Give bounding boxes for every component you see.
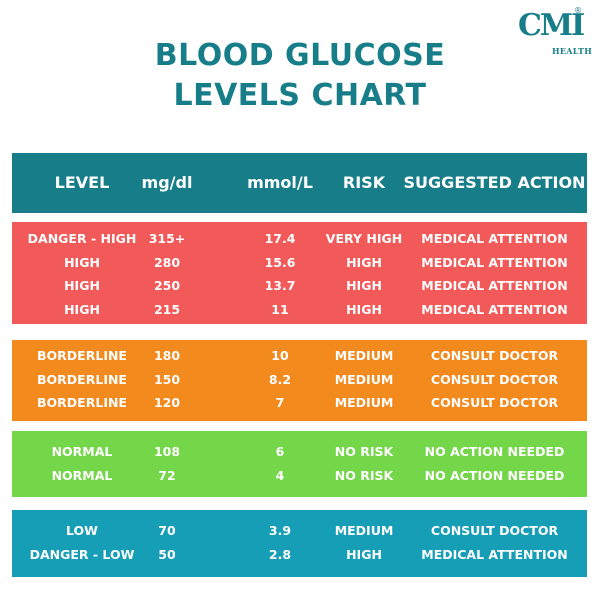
cell-mg-dl: 120 [153, 395, 181, 410]
band-low: LOW 70 3.9 MEDIUM CONSULT DOCTOR DANGER … [12, 510, 587, 577]
band-normal: NORMAL 108 6 NO RISK NO ACTION NEEDED NO… [12, 431, 587, 497]
cell-mg-dl: 50 [158, 546, 176, 562]
table-row: DANGER - HIGH 315+ 17.4 VERY HIGH MEDICA… [12, 227, 587, 251]
cell-mg-dl: 70 [158, 523, 176, 538]
table-row: LOW 70 3.9 MEDIUM CONSULT DOCTOR [12, 519, 587, 543]
cell-level: LOW [66, 523, 98, 538]
cell-mg-dl: 215 [153, 301, 181, 317]
cell-mg-dl: 250 [153, 278, 181, 293]
cell-level: DANGER - LOW [29, 546, 135, 562]
cell-level: NORMAL [51, 467, 113, 483]
band-danger-high: DANGER - HIGH 315+ 17.4 VERY HIGH MEDICA… [12, 222, 587, 324]
cell-risk: NO RISK [334, 467, 394, 483]
header-risk: RISK [342, 173, 386, 192]
cell-mg-dl: 72 [158, 467, 176, 483]
table-row: DANGER - LOW 50 2.8 HIGH MEDICAL ATTENTI… [12, 543, 587, 567]
cell-level: HIGH [64, 254, 100, 270]
cell-level: BORDERLINE [37, 371, 127, 387]
band-borderline: BORDERLINE 180 10 MEDIUM CONSULT DOCTOR … [12, 340, 587, 421]
table-row: HIGH 215 11 HIGH MEDICAL ATTENTION [12, 298, 587, 322]
cell-mmol-l: 7 [275, 395, 285, 410]
cell-level: NORMAL [51, 444, 113, 459]
cell-risk: NO RISK [334, 444, 394, 459]
cell-level: BORDERLINE [37, 395, 127, 410]
cell-risk: MEDIUM [334, 371, 394, 387]
cell-action: MEDICAL ATTENTION [421, 254, 568, 270]
cell-action: MEDICAL ATTENTION [421, 278, 568, 293]
cell-action: NO ACTION NEEDED [424, 467, 565, 483]
header-level: LEVEL [54, 173, 110, 192]
cell-action: CONSULT DOCTOR [430, 348, 559, 363]
cell-action: CONSULT DOCTOR [430, 523, 559, 538]
cell-action: MEDICAL ATTENTION [421, 546, 568, 562]
cell-action: MEDICAL ATTENTION [421, 231, 568, 246]
table-row: HIGH 250 13.7 HIGH MEDICAL ATTENTION [12, 274, 587, 298]
header-mmol-l: mmol/L [247, 173, 313, 192]
registered-mark: ® [574, 6, 582, 15]
cell-risk: HIGH [346, 301, 382, 317]
cell-mmol-l: 8.2 [268, 371, 292, 387]
header-suggested-action: SUGGESTED ACTION [403, 173, 586, 192]
cell-mg-dl: 180 [153, 348, 181, 363]
table-header: LEVEL mg/dl mmol/L RISK SUGGESTED ACTION [12, 153, 587, 213]
table-row: HIGH 280 15.6 HIGH MEDICAL ATTENTION [12, 251, 587, 275]
cell-mmol-l: 4 [275, 467, 285, 483]
cell-risk: VERY HIGH [325, 231, 403, 246]
cell-mmol-l: 15.6 [264, 254, 296, 270]
cell-risk: MEDIUM [334, 395, 394, 410]
cmi-health-logo: CMI HEALTH ® [514, 6, 592, 64]
table-row: NORMAL 72 4 NO RISK NO ACTION NEEDED [12, 464, 587, 488]
table-row: BORDERLINE 150 8.2 MEDIUM CONSULT DOCTOR [12, 368, 587, 392]
cell-level: BORDERLINE [37, 348, 127, 363]
cell-risk: HIGH [346, 278, 382, 293]
cell-action: NO ACTION NEEDED [424, 444, 565, 459]
cell-action: CONSULT DOCTOR [430, 395, 559, 410]
cell-mg-dl: 150 [153, 371, 181, 387]
cell-mmol-l: 11 [271, 301, 289, 317]
cell-level: DANGER - HIGH [27, 231, 137, 246]
logo-mark: CMI [518, 8, 585, 43]
cell-action: CONSULT DOCTOR [430, 371, 559, 387]
cell-mmol-l: 2.8 [268, 546, 292, 562]
cell-mg-dl: 315+ [148, 231, 186, 246]
cell-mmol-l: 13.7 [264, 278, 296, 293]
cell-mmol-l: 17.4 [264, 231, 296, 246]
table-row: NORMAL 108 6 NO RISK NO ACTION NEEDED [12, 440, 587, 464]
title-line-2: LEVELS CHART [173, 78, 427, 113]
logo-subtitle: HEALTH [552, 46, 593, 56]
cell-mmol-l: 10 [271, 348, 289, 363]
cell-level: HIGH [64, 278, 100, 293]
cell-mg-dl: 280 [153, 254, 181, 270]
cell-risk: MEDIUM [334, 348, 394, 363]
cell-risk: HIGH [346, 254, 382, 270]
cell-level: HIGH [64, 301, 100, 317]
table-row: BORDERLINE 120 7 MEDIUM CONSULT DOCTOR [12, 391, 587, 415]
cell-mg-dl: 108 [153, 444, 181, 459]
cell-risk: MEDIUM [334, 523, 394, 538]
cell-mmol-l: 3.9 [268, 523, 292, 538]
header-mg-dl: mg/dl [141, 173, 193, 192]
title-line-1: BLOOD GLUCOSE [154, 38, 446, 73]
cell-risk: HIGH [346, 546, 382, 562]
cell-action: MEDICAL ATTENTION [421, 301, 568, 317]
cell-mmol-l: 6 [275, 444, 285, 459]
page-title: BLOOD GLUCOSE LEVELS CHART [0, 36, 600, 116]
table-row: BORDERLINE 180 10 MEDIUM CONSULT DOCTOR [12, 344, 587, 368]
